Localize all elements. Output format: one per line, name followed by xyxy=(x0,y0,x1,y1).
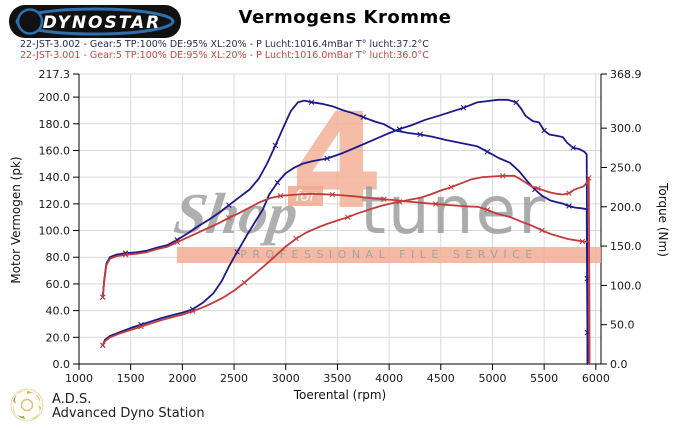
svg-text:6000: 6000 xyxy=(582,372,610,385)
ads-abbr: A.D.S. xyxy=(52,392,92,407)
svg-text:200.0: 200.0 xyxy=(39,91,71,104)
svg-text:180.0: 180.0 xyxy=(39,118,71,131)
svg-text:1000: 1000 xyxy=(65,372,93,385)
svg-text:150.0: 150.0 xyxy=(610,240,642,253)
svg-text:160.0: 160.0 xyxy=(39,144,71,157)
svg-text:4000: 4000 xyxy=(375,372,403,385)
svg-text:200.0: 200.0 xyxy=(610,201,642,214)
svg-text:5500: 5500 xyxy=(530,372,558,385)
svg-text:0.0: 0.0 xyxy=(610,358,628,371)
svg-text:2000: 2000 xyxy=(168,372,196,385)
legend-run-2: 22-JST-3.002 - Gear:5 TP:100% DE:95% XL:… xyxy=(20,39,429,50)
legend-run-1: 22-JST-3.001 - Gear:5 TP:100% DE:95% XL:… xyxy=(20,50,429,61)
logo-pill xyxy=(9,5,181,38)
svg-text:60.0: 60.0 xyxy=(46,278,71,291)
dynostar-logo: DYNOSTAR xyxy=(9,5,181,38)
svg-text:40.0: 40.0 xyxy=(46,305,71,318)
svg-text:3500: 3500 xyxy=(323,372,351,385)
svg-text:140.0: 140.0 xyxy=(39,171,71,184)
svg-text:80.0: 80.0 xyxy=(46,251,71,264)
svg-text:0.0: 0.0 xyxy=(53,358,71,371)
ads-name: Advanced Dyno Station xyxy=(52,406,205,421)
svg-text:250.0: 250.0 xyxy=(610,161,642,174)
svg-text:4500: 4500 xyxy=(427,372,455,385)
logo-d-ring xyxy=(16,8,44,35)
legend: 22-JST-3.002 - Gear:5 TP:100% DE:95% XL:… xyxy=(20,39,429,61)
svg-text:217.3: 217.3 xyxy=(39,68,71,81)
svg-text:2500: 2500 xyxy=(220,372,248,385)
svg-text:368.9: 368.9 xyxy=(610,68,642,81)
page-title: Vermogens Kromme xyxy=(238,7,452,28)
svg-text:50.0: 50.0 xyxy=(610,319,635,332)
svg-text:5000: 5000 xyxy=(478,372,506,385)
svg-text:20.0: 20.0 xyxy=(46,331,71,344)
logo-text: DYNOSTAR xyxy=(43,13,162,33)
x-axis-title: Toerental (rpm) xyxy=(293,388,387,402)
svg-text:3000: 3000 xyxy=(272,372,300,385)
svg-text:100.0: 100.0 xyxy=(610,279,642,292)
svg-text:120.0: 120.0 xyxy=(39,198,71,211)
svg-text:100.0: 100.0 xyxy=(39,225,71,238)
svg-text:1500: 1500 xyxy=(117,372,145,385)
svg-text:300.0: 300.0 xyxy=(610,122,642,135)
ads-swirl-logo xyxy=(10,388,44,422)
